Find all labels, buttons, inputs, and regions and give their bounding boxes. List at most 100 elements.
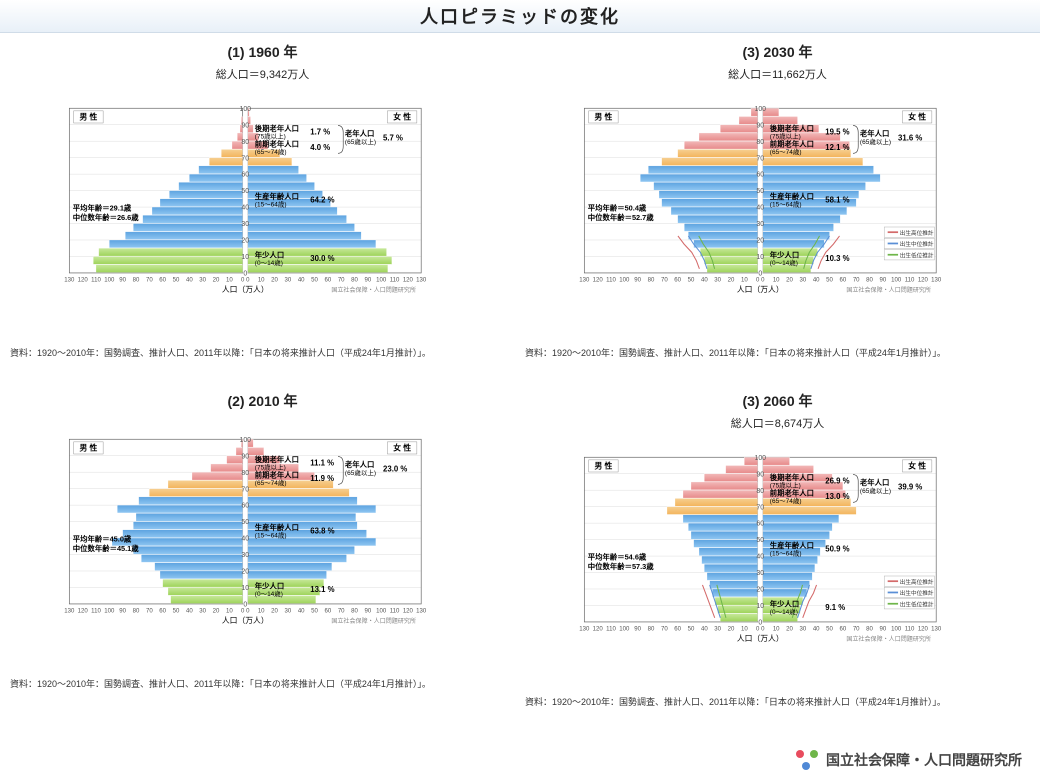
svg-text:50: 50 (688, 627, 695, 633)
svg-text:60: 60 (674, 278, 681, 284)
svg-text:11.9 %: 11.9 % (310, 474, 334, 483)
svg-text:10: 10 (258, 609, 265, 615)
svg-text:40: 40 (813, 627, 820, 633)
svg-text:老年人口: 老年人口 (344, 460, 374, 469)
svg-text:80: 80 (648, 278, 655, 284)
svg-text:100: 100 (376, 609, 387, 615)
svg-text:80: 80 (756, 139, 764, 146)
svg-text:100: 100 (619, 627, 630, 633)
chart-grid: (1) 1960 年 総人口＝9,342万人 01020304050607080… (10, 40, 1030, 728)
svg-text:60: 60 (159, 278, 166, 284)
svg-text:0: 0 (243, 271, 247, 278)
title-bar: 人口ピラミッドの変化 (0, 0, 1040, 33)
pyramid-chart: 0102030405060708090100130130120120110110… (525, 433, 1025, 693)
svg-text:出生低位推計: 出生低位推計 (900, 251, 934, 259)
svg-text:(65歳以上): (65歳以上) (860, 486, 891, 495)
svg-text:20: 20 (213, 278, 220, 284)
panel-title: (2) 2010 年 (10, 391, 515, 411)
svg-text:後期老年人口: 後期老年人口 (254, 124, 299, 133)
svg-text:10: 10 (773, 627, 780, 633)
svg-text:国立社会保障・人口問題研究所: 国立社会保障・人口問題研究所 (331, 617, 416, 625)
svg-text:平均年齢＝29.1歳: 平均年齢＝29.1歳 (73, 203, 132, 212)
svg-text:60: 60 (674, 627, 681, 633)
svg-text:80: 80 (351, 278, 358, 284)
svg-text:60: 60 (241, 503, 249, 510)
svg-text:(65歳以上): (65歳以上) (860, 137, 891, 146)
svg-text:100: 100 (619, 278, 630, 284)
svg-text:50: 50 (241, 519, 249, 526)
svg-text:110: 110 (905, 278, 915, 284)
svg-text:男 性: 男 性 (595, 112, 613, 122)
panel-title: (1) 1960 年 (10, 42, 515, 62)
svg-text:11.1 %: 11.1 % (310, 458, 334, 467)
svg-text:70: 70 (146, 609, 153, 615)
svg-text:30: 30 (799, 627, 806, 633)
svg-text:90: 90 (879, 627, 886, 633)
svg-text:100: 100 (891, 627, 902, 633)
total-population: 総人口＝8,674万人 (525, 415, 1030, 431)
svg-text:出生低位推計: 出生低位推計 (900, 600, 934, 608)
svg-text:70: 70 (661, 627, 668, 633)
panel-title: (3) 2030 年 (525, 42, 1030, 62)
svg-text:120: 120 (78, 278, 89, 284)
svg-text:0: 0 (243, 602, 247, 609)
total-population: 総人口＝11,662万人 (525, 66, 1030, 82)
svg-text:120: 120 (403, 278, 414, 284)
svg-text:50: 50 (173, 278, 180, 284)
svg-text:後期老年人口: 後期老年人口 (769, 124, 814, 133)
svg-text:13.1 %: 13.1 % (310, 585, 334, 594)
svg-text:120: 120 (918, 627, 929, 633)
svg-text:40: 40 (298, 278, 305, 284)
svg-text:80: 80 (241, 470, 249, 477)
svg-text:60: 60 (241, 172, 249, 179)
svg-text:(65歳以上): (65歳以上) (345, 137, 376, 146)
svg-text:50: 50 (311, 278, 318, 284)
svg-text:90: 90 (241, 122, 249, 129)
pyramid-chart: 0102030405060708090100130130120120110110… (10, 415, 510, 675)
svg-text:平均年齢＝54.6歳: 平均年齢＝54.6歳 (588, 552, 647, 561)
svg-text:130: 130 (416, 609, 427, 615)
svg-text:70: 70 (756, 504, 764, 511)
svg-text:130: 130 (931, 278, 942, 284)
svg-text:70: 70 (241, 486, 249, 493)
svg-text:30: 30 (284, 278, 291, 284)
svg-text:58.1 %: 58.1 % (825, 195, 849, 204)
svg-text:40: 40 (701, 278, 708, 284)
svg-text:10: 10 (226, 278, 233, 284)
svg-text:人口（万人）: 人口（万人） (737, 634, 784, 643)
svg-text:40: 40 (813, 278, 820, 284)
svg-text:出生中位推計: 出生中位推計 (900, 240, 934, 248)
svg-text:20: 20 (271, 609, 278, 615)
svg-text:年少人口: 年少人口 (770, 250, 799, 259)
svg-text:100: 100 (754, 455, 766, 462)
svg-text:120: 120 (403, 609, 414, 615)
svg-text:23.0 %: 23.0 % (383, 464, 407, 473)
svg-text:60: 60 (839, 278, 846, 284)
institute-name: 国立社会保障・人口問題研究所 (826, 750, 1022, 770)
svg-text:(0～14歳): (0～14歳) (770, 258, 798, 267)
svg-text:60: 60 (324, 609, 331, 615)
institute-logo-icon (794, 750, 820, 770)
svg-text:26.9 %: 26.9 % (825, 476, 849, 485)
svg-text:0: 0 (241, 278, 245, 284)
svg-text:60: 60 (756, 172, 764, 179)
svg-text:110: 110 (91, 609, 101, 615)
svg-text:平均年齢＝50.4歳: 平均年齢＝50.4歳 (588, 203, 647, 212)
svg-text:人口（万人）: 人口（万人） (222, 616, 269, 625)
svg-text:90: 90 (364, 609, 371, 615)
svg-text:生産年齢人口: 生産年齢人口 (770, 192, 814, 201)
svg-text:60: 60 (159, 609, 166, 615)
svg-text:10: 10 (226, 609, 233, 615)
svg-text:10: 10 (258, 278, 265, 284)
svg-text:国立社会保障・人口問題研究所: 国立社会保障・人口問題研究所 (846, 635, 931, 643)
svg-text:(65～74歳): (65～74歳) (770, 496, 802, 505)
svg-text:100: 100 (754, 106, 766, 113)
svg-text:63.8 %: 63.8 % (310, 526, 334, 535)
svg-text:女 性: 女 性 (393, 443, 411, 453)
svg-text:30: 30 (799, 278, 806, 284)
svg-text:20: 20 (786, 627, 793, 633)
svg-text:50: 50 (756, 537, 764, 544)
svg-text:110: 110 (390, 609, 400, 615)
svg-text:40: 40 (756, 554, 764, 561)
svg-text:前期老年人口: 前期老年人口 (770, 139, 814, 148)
